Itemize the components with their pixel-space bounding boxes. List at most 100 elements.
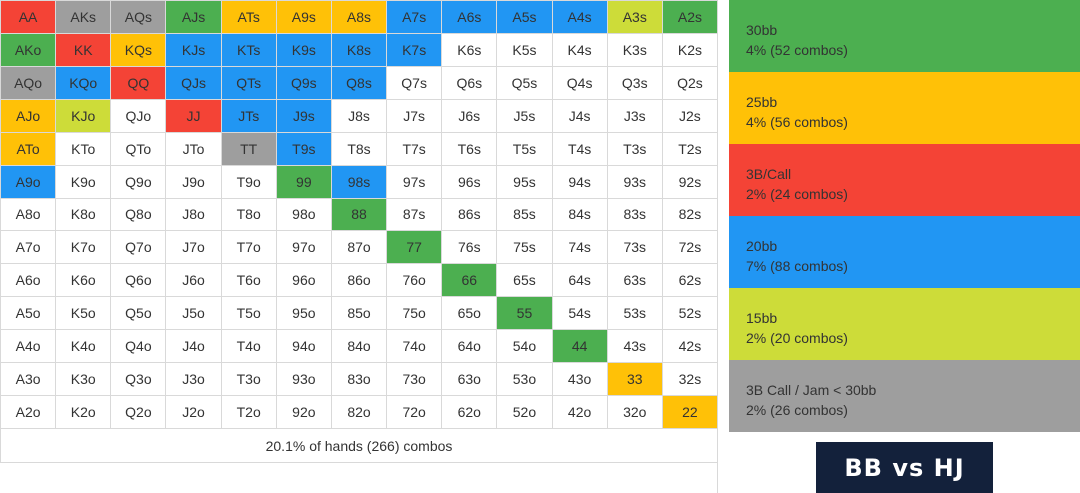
legend-label: 30bb (746, 22, 778, 38)
hand-cell: 44 (552, 330, 608, 364)
hand-cell: 76o (387, 264, 443, 298)
hand-cell: 43o (552, 363, 608, 397)
hand-cell: A5o (1, 297, 57, 331)
hand-cell: 63s (607, 264, 663, 298)
hand-cell: 85s (497, 198, 553, 232)
hand-cell: AKs (56, 1, 112, 34)
hand-cell: QJs (166, 66, 222, 100)
hand-cell: 74o (387, 330, 443, 364)
hand-cell: A7s (387, 1, 443, 34)
hand-cell: 75o (387, 297, 443, 331)
hand-cell: 96o (276, 264, 332, 298)
hand-cell: 84s (552, 198, 608, 232)
hand-cell: A9s (276, 1, 332, 34)
hand-cell: Q6s (442, 66, 498, 100)
hand-cell: 32s (662, 363, 718, 397)
hand-cell: J3s (607, 99, 663, 133)
hand-cell: 94s (552, 165, 608, 199)
hand-cell: Q5o (111, 297, 167, 331)
hand-cell: ATs (221, 1, 277, 34)
hand-cell: A8o (1, 198, 57, 232)
hand-cell: K8o (56, 198, 112, 232)
hand-cell: Q2s (662, 66, 718, 100)
hand-cell: A6o (1, 264, 57, 298)
hand-cell: T4o (221, 330, 277, 364)
hand-cell: K2s (662, 33, 718, 67)
hand-cell: T2o (221, 396, 277, 429)
hand-cell: 42o (552, 396, 608, 429)
hand-cell: Q9s (276, 66, 332, 100)
hand-cell: 86o (331, 264, 388, 298)
hand-cell: A5s (497, 1, 553, 34)
legend-detail: 2% (26 combos) (746, 402, 848, 418)
hand-cell: A6s (442, 1, 498, 34)
hand-cell: Q8o (111, 198, 167, 232)
hand-cell: A7o (1, 231, 57, 265)
hand-cell: T7s (387, 132, 443, 166)
hand-cell: 85o (331, 297, 388, 331)
hand-cell: A3s (607, 1, 663, 34)
hand-cell: A2o (1, 396, 57, 429)
hand-cell: A3o (1, 363, 57, 397)
hand-cell: K7o (56, 231, 112, 265)
hand-cell: Q2o (111, 396, 167, 429)
range-summary: 20.1% of hands (266) combos (0, 429, 718, 463)
hand-cell: K6s (442, 33, 498, 67)
hand-cell: 66 (442, 264, 498, 298)
hand-cell: 72s (662, 231, 718, 265)
hand-cell: 74s (552, 231, 608, 265)
legend-label: 15bb (746, 310, 778, 326)
hand-cell: 93o (276, 363, 332, 397)
hand-cell: KK (56, 33, 112, 67)
hand-cell: QQ (111, 66, 167, 100)
legend-item: 3B Call / Jam < 30bb 2% (26 combos) (729, 360, 1080, 432)
hand-cell: 52s (662, 297, 718, 331)
range-summary-text: 20.1% of hands (266) combos (265, 437, 453, 454)
hand-cell: 62s (662, 264, 718, 298)
hand-cell: 54s (552, 297, 608, 331)
hand-cell: T7o (221, 231, 277, 265)
hand-cell: TT (221, 132, 277, 166)
hand-cell: 77 (387, 231, 443, 265)
hand-cell: K6o (56, 264, 112, 298)
hand-cell: 97o (276, 231, 332, 265)
hand-cell: 73s (607, 231, 663, 265)
hand-cell: T5s (497, 132, 553, 166)
legend-item: 20bb 7% (88 combos) (729, 216, 1080, 288)
legend-item: 15bb 2% (20 combos) (729, 288, 1080, 360)
hand-cell: K9o (56, 165, 112, 199)
hand-cell: 95o (276, 297, 332, 331)
hand-range-grid: AA AKs AQs AJs ATs A9s A8s A7s A6s A5s A4s A3s A2s AK… (0, 0, 718, 429)
hand-cell: 98s (331, 165, 388, 199)
hand-cell: QTs (221, 66, 277, 100)
hand-cell: 98o (276, 198, 332, 232)
hand-cell: K2o (56, 396, 112, 429)
hand-cell: Q8s (331, 66, 388, 100)
hand-cell: T2s (662, 132, 718, 166)
hand-cell: 75s (497, 231, 553, 265)
hand-cell: 97s (387, 165, 443, 199)
hand-cell: 62o (442, 396, 498, 429)
hand-cell: 92o (276, 396, 332, 429)
legend-detail: 2% (20 combos) (746, 330, 848, 346)
legend-item: 3B/Call 2% (24 combos) (729, 144, 1080, 216)
hand-cell: 22 (662, 396, 718, 429)
hand-cell: K5s (497, 33, 553, 67)
legend-detail: 2% (24 combos) (746, 186, 848, 202)
hand-cell: J8s (331, 99, 388, 133)
hand-cell: T5o (221, 297, 277, 331)
hand-cell: 65o (442, 297, 498, 331)
hand-cell: 52o (497, 396, 553, 429)
hand-cell: KJs (166, 33, 222, 67)
hand-cell: QJo (111, 99, 167, 133)
hand-cell: J7s (387, 99, 443, 133)
hand-cell: A8s (331, 1, 388, 34)
hand-cell: T8s (331, 132, 388, 166)
hand-cell: 92s (662, 165, 718, 199)
hand-cell: K3s (607, 33, 663, 67)
legend-detail: 4% (56 combos) (746, 114, 848, 130)
hand-cell: 82o (331, 396, 388, 429)
hand-cell: 93s (607, 165, 663, 199)
hand-cell: KTs (221, 33, 277, 67)
hand-cell: T6s (442, 132, 498, 166)
